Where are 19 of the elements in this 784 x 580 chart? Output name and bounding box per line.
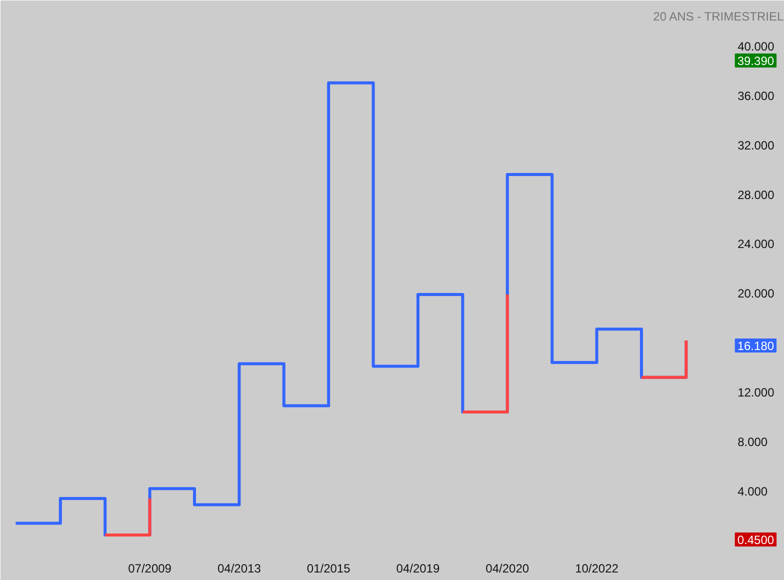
- x-tick-label: 04/2019: [396, 562, 440, 576]
- x-tick-label: 04/2013: [218, 562, 262, 576]
- y-tick-label: 32.000: [738, 138, 775, 152]
- y-tick-label: 12.000: [738, 386, 775, 400]
- y-tick-label: 20.000: [738, 286, 775, 301]
- text: 16.180: [737, 339, 774, 353]
- x-tick-label: 10/2022: [575, 562, 619, 576]
- y-tick-label: 4.000: [738, 484, 768, 499]
- y-tick-label: 28.000: [738, 188, 775, 202]
- y-tick-label: 24.000: [738, 237, 775, 252]
- x-tick-label: 01/2015: [306, 562, 351, 576]
- text: 39.390: [737, 54, 774, 68]
- y-tick-label: 36.000: [738, 88, 775, 103]
- chart-title: 20 ANS - TRIMESTRIEL: [653, 10, 784, 24]
- y-tick-label: 8.000: [738, 435, 768, 450]
- x-tick-label: 07/2009: [128, 562, 172, 576]
- text: 0.4500: [737, 533, 774, 547]
- x-tick-label: 04/2020: [486, 562, 530, 576]
- y-tick-label: 40.000: [738, 39, 775, 54]
